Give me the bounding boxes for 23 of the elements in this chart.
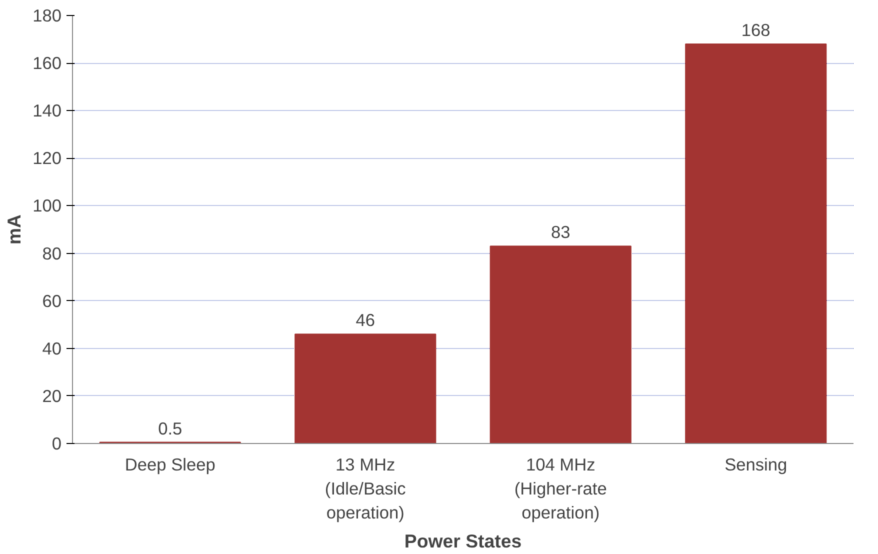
data-label: 46 (356, 310, 376, 330)
y-tick-label: 60 (42, 290, 62, 311)
y-axis-title: mA (4, 214, 25, 245)
y-tick-label: 100 (32, 196, 62, 216)
x-tick-label: Deep Sleep (124, 454, 216, 474)
y-tick-label: 160 (32, 53, 62, 74)
x-tick-label: Sensing (724, 454, 788, 474)
bar (294, 334, 436, 444)
y-tick-label: 120 (32, 148, 62, 168)
data-label: 0.5 (158, 418, 182, 438)
y-tick-label: 140 (32, 100, 62, 121)
bar (685, 44, 827, 444)
y-tick-label: 40 (42, 338, 62, 358)
x-axis-title: Power States (404, 530, 522, 552)
data-label: 83 (550, 222, 570, 242)
y-tick-label: 80 (42, 243, 62, 264)
data-label: 168 (741, 20, 770, 40)
y-tick-label: 0 (52, 434, 62, 454)
y-tick-label: 20 (42, 386, 62, 406)
x-tick-label: 104 MHz (Higher-rate operation) (514, 454, 607, 522)
y-tick-label: 180 (32, 6, 62, 26)
bar (490, 246, 632, 444)
x-tick-label: 13 MHz (Idle/Basic operation) (324, 454, 406, 522)
